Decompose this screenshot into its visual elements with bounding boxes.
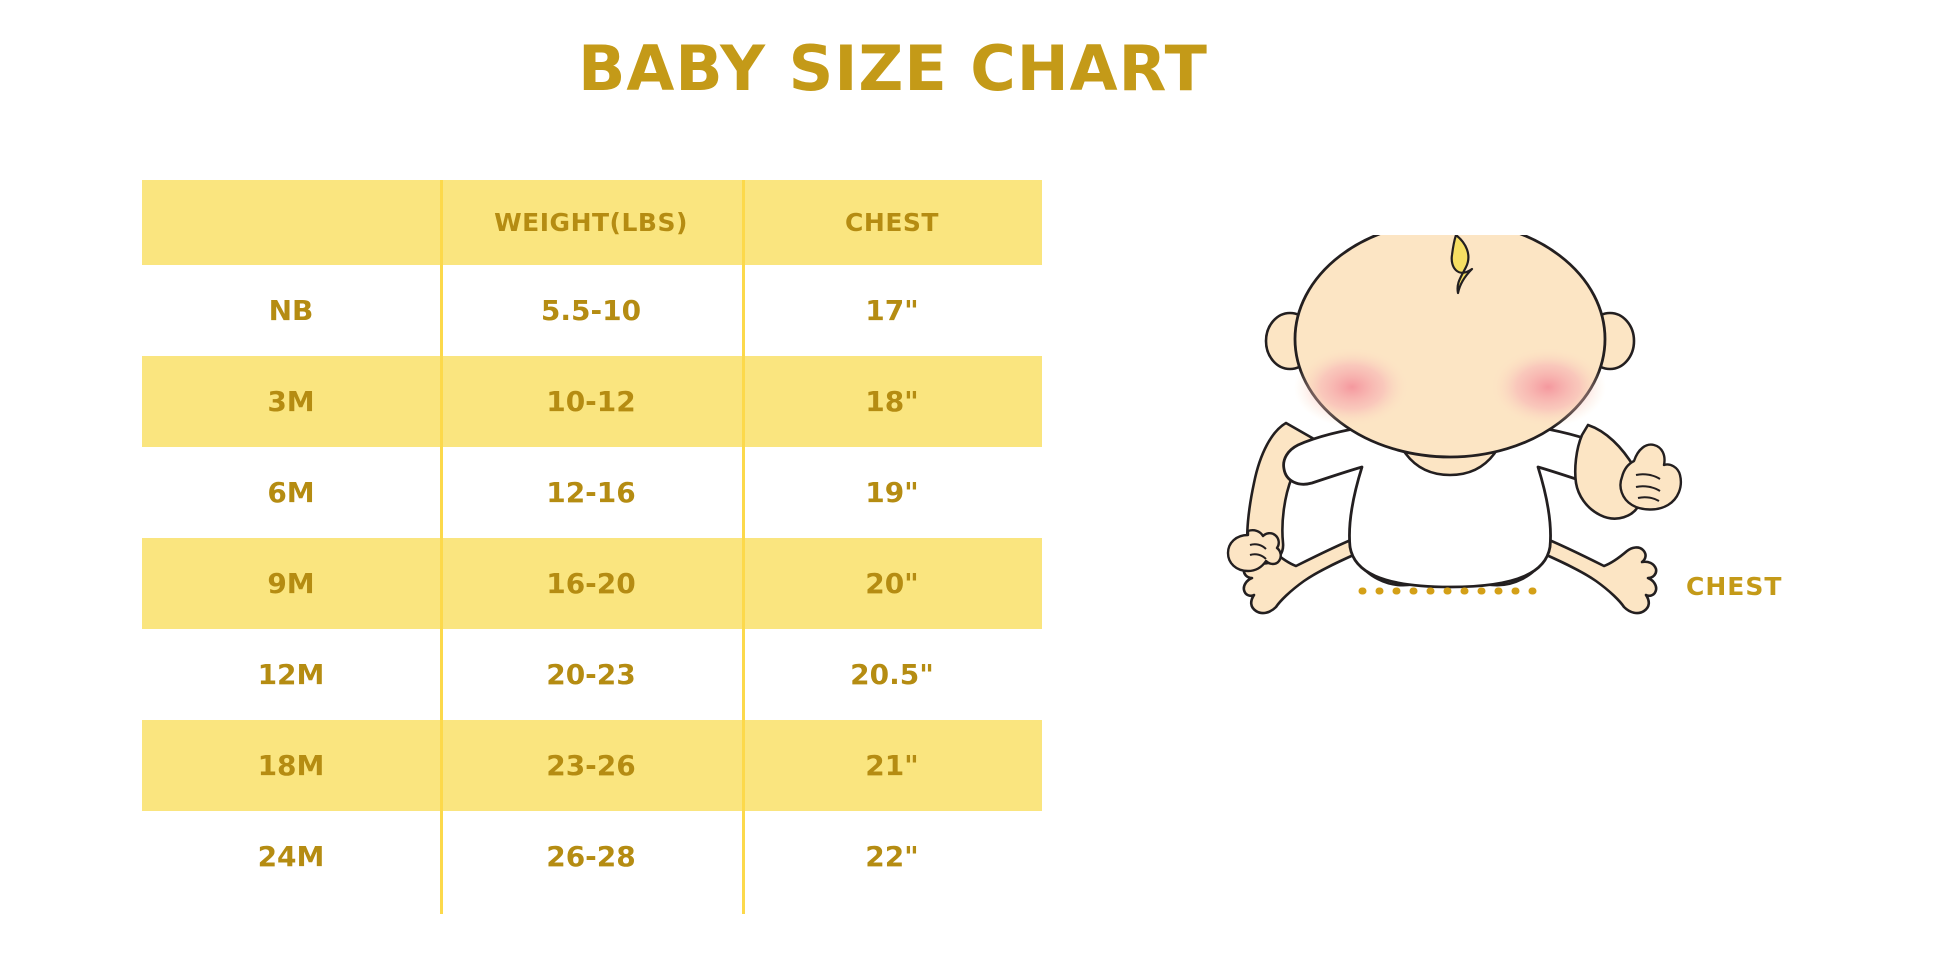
cell-chest: 21" bbox=[742, 720, 1042, 811]
cell-chest: 22" bbox=[742, 811, 1042, 902]
cell-chest: 17" bbox=[742, 265, 1042, 356]
blush-left bbox=[1294, 347, 1410, 427]
cell-size: 6M bbox=[142, 447, 440, 538]
page-title: BABY SIZE CHART bbox=[0, 36, 1946, 101]
cell-size: 24M bbox=[142, 811, 440, 902]
column-header-chest: CHEST bbox=[742, 180, 1042, 265]
cell-weight: 23-26 bbox=[440, 720, 742, 811]
table-row: 9M 16-20 20" bbox=[142, 538, 1042, 629]
baby-illustration bbox=[1190, 235, 1710, 705]
cell-chest: 19" bbox=[742, 447, 1042, 538]
baby-size-table: WEIGHT(LBS) CHEST NB 5.5-10 17" 3M 10-12… bbox=[142, 180, 1042, 914]
cell-size: NB bbox=[142, 265, 440, 356]
page-title-text: BABY SIZE CHART bbox=[578, 32, 1208, 105]
baby-right-arm bbox=[1573, 423, 1682, 520]
cell-weight: 12-16 bbox=[440, 447, 742, 538]
table-row: 3M 10-12 18" bbox=[142, 356, 1042, 447]
cell-chest: 20.5" bbox=[742, 629, 1042, 720]
column-divider-2 bbox=[742, 180, 745, 914]
column-divider-1 bbox=[440, 180, 443, 914]
column-header-weight: WEIGHT(LBS) bbox=[440, 180, 742, 265]
size-chart-table: WEIGHT(LBS) CHEST NB 5.5-10 17" 3M 10-12… bbox=[142, 180, 1042, 902]
table-row: 12M 20-23 20.5" bbox=[142, 629, 1042, 720]
cell-weight: 20-23 bbox=[440, 629, 742, 720]
cell-size: 3M bbox=[142, 356, 440, 447]
column-header-size bbox=[142, 180, 440, 265]
cell-weight: 5.5-10 bbox=[440, 265, 742, 356]
hair-curl-icon bbox=[1450, 235, 1474, 295]
cell-chest: 18" bbox=[742, 356, 1042, 447]
table-row: NB 5.5-10 17" bbox=[142, 265, 1042, 356]
chest-callout-label: CHEST bbox=[1686, 572, 1783, 601]
cell-weight: 10-12 bbox=[440, 356, 742, 447]
cell-size: 18M bbox=[142, 720, 440, 811]
blush-right bbox=[1490, 347, 1606, 427]
cell-weight: 16-20 bbox=[440, 538, 742, 629]
cell-chest: 20" bbox=[742, 538, 1042, 629]
table-row: 24M 26-28 22" bbox=[142, 811, 1042, 902]
table-row: 6M 12-16 19" bbox=[142, 447, 1042, 538]
baby-head bbox=[1293, 235, 1607, 459]
cell-weight: 26-28 bbox=[440, 811, 742, 902]
cell-size: 9M bbox=[142, 538, 440, 629]
table-row: 18M 23-26 21" bbox=[142, 720, 1042, 811]
table-header-row: WEIGHT(LBS) CHEST bbox=[142, 180, 1042, 265]
cell-size: 12M bbox=[142, 629, 440, 720]
